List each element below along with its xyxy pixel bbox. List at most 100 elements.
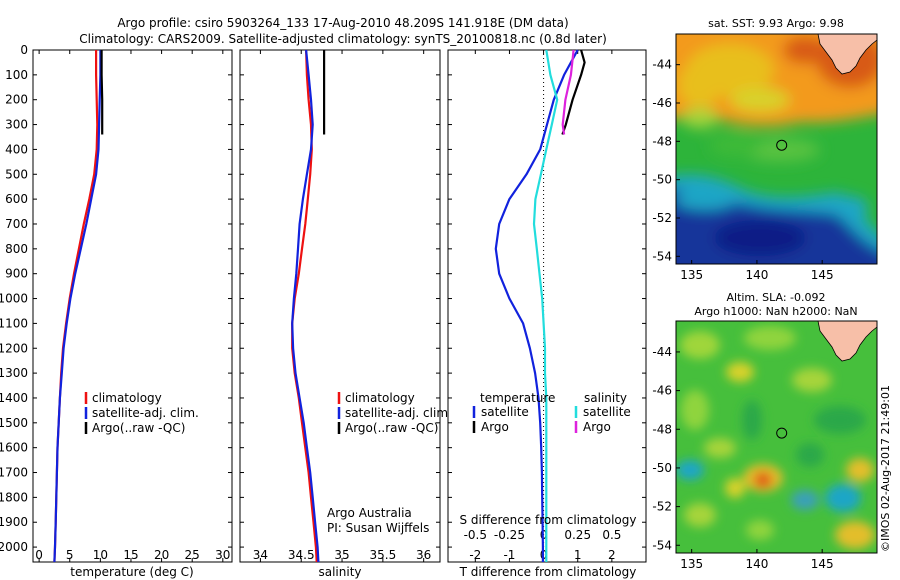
s-tick-label: -0.5	[464, 528, 487, 542]
y-tick-label: 200	[5, 93, 28, 107]
temperature-panel: 0 5 10 15 20 25 300100200300400500600700800900…	[0, 43, 233, 579]
x-tick-label: 34	[253, 548, 268, 562]
sst-map-ticks: 135 140 145 -44 -46 -48 -50 -52 -54	[652, 58, 833, 282]
sla-map-title-line2: Argo h1000: NaN h2000: NaN	[694, 305, 857, 318]
y-tick-label: 1800	[0, 490, 28, 504]
map-y-tick-label: -46	[652, 384, 672, 398]
sla-coastline	[817, 321, 877, 362]
difference-legend: temperature salinity satellite Argo sate…	[472, 391, 631, 434]
sst-map-frame	[675, 33, 878, 265]
x-tick-label: 36	[416, 548, 431, 562]
x-tick-label: 30	[215, 548, 230, 562]
salinity-xlabel: salinity	[318, 565, 361, 579]
y-tick-label: 1700	[0, 466, 28, 480]
map-y-tick-label: -54	[652, 538, 672, 552]
sla-map-panel: Altim. SLA: -0.092 Argo h1000: NaN h2000…	[652, 291, 878, 571]
y-tick-label: 800	[5, 242, 28, 256]
sla-argo-marker	[776, 427, 788, 439]
y-tick-label: 1000	[0, 292, 28, 306]
x-tick-label: 0	[35, 548, 43, 562]
legend-header-salinity: salinity	[584, 391, 627, 405]
map-x-tick-label: 135	[680, 557, 703, 571]
y-tick-label: 1100	[0, 316, 28, 330]
x-tick-label: 10	[93, 548, 108, 562]
legend-label-climatology: climatology	[345, 391, 415, 405]
y-tick-label: 400	[5, 142, 28, 156]
y-tick-label: 1300	[0, 366, 28, 380]
sst-argo-marker	[776, 139, 788, 151]
s-tick-label: 0.5	[602, 528, 621, 542]
map-x-tick-label: 140	[745, 268, 768, 282]
y-tick-label: 500	[5, 167, 28, 181]
figure-title-line1: Argo profile: csiro 5903264_133 17-Aug-2…	[117, 16, 568, 30]
series-line-satellite-adj-clim-	[291, 49, 320, 563]
map-x-tick-label: 145	[811, 557, 834, 571]
map-y-tick-label: -52	[652, 211, 672, 225]
temperature-ticks: 0 5 10 15 20 25 300100200300400500600700800900…	[0, 43, 232, 562]
map-y-tick-label: -50	[652, 173, 672, 187]
x-tick-label: 15	[123, 548, 138, 562]
salinity-annotation-line2: PI: Susan Wijffels	[327, 521, 429, 535]
series-line-argo-raw-qc-	[100, 50, 104, 135]
map-y-tick-label: -46	[652, 96, 672, 110]
s-tick-label: 0.25	[564, 528, 591, 542]
x-tick-label: 35	[334, 548, 349, 562]
salinity-annotation-line1: Argo Australia	[327, 506, 412, 520]
temperature-lines	[53, 50, 104, 563]
map-y-tick-label: -50	[652, 461, 672, 475]
x-tick-label: 25	[185, 548, 200, 562]
x-tick-label: 34.5	[288, 548, 315, 562]
legend-label-climatology: climatology	[92, 391, 162, 405]
x-tick-label: 35.5	[369, 548, 396, 562]
salinity-lines	[291, 49, 326, 563]
figure-title-line2: Climatology: CARS2009. Satellite-adjuste…	[79, 32, 607, 46]
series-line-s-satellite	[532, 49, 559, 562]
y-tick-label: 1600	[0, 441, 28, 455]
series-line-s-argo	[561, 49, 575, 135]
legend-label-argo: Argo(..raw -QC)	[92, 421, 185, 435]
map-y-tick-label: -48	[652, 134, 672, 148]
difference-xlabel-top: S difference from climatology	[460, 513, 637, 527]
difference-xlabel: T difference from climatology	[459, 565, 637, 579]
sst-map-title: sat. SST: 9.93 Argo: 9.98	[708, 17, 844, 30]
x-tick-label: 5	[66, 548, 74, 562]
salinity-axes-box	[239, 49, 441, 563]
y-tick-label: 100	[5, 68, 28, 82]
map-y-tick-label: -54	[652, 249, 672, 263]
y-tick-label: 1500	[0, 416, 28, 430]
salinity-legend: climatology satellite-adj. clim. Argo(..…	[337, 391, 452, 435]
legend-label-t-argo: Argo	[481, 420, 509, 434]
legend-label-satellite: satellite-adj. clim.	[345, 406, 452, 420]
y-tick-label: 600	[5, 192, 28, 206]
legend-label-s-satellite: satellite	[583, 405, 631, 419]
x-tick-label: 20	[154, 548, 169, 562]
salinity-panel: 34 34.5 35 35.5 36 salinity climatology sate…	[239, 49, 452, 579]
legend-label-s-argo: Argo	[583, 420, 611, 434]
y-tick-label: 1200	[0, 341, 28, 355]
series-line-t-satellite	[494, 49, 579, 562]
map-y-tick-label: -44	[652, 58, 672, 72]
temperature-legend: climatology satellite-adj. clim. Argo(..…	[84, 391, 199, 435]
map-y-tick-label: -52	[652, 500, 672, 514]
map-y-tick-label: -44	[652, 345, 672, 359]
legend-label-argo: Argo(..raw -QC)	[345, 421, 438, 435]
temperature-axes-box	[32, 49, 233, 563]
x-tick-label: 1	[574, 548, 582, 562]
map-x-tick-label: 135	[680, 268, 703, 282]
sla-map-frame	[675, 320, 878, 554]
x-tick-label: -2	[469, 548, 481, 562]
difference-lines	[494, 49, 586, 562]
y-tick-label: 0	[20, 43, 28, 57]
sst-field	[676, 34, 877, 264]
x-tick-label: 2	[608, 548, 616, 562]
sst-map-panel: sat. SST: 9.93 Argo: 9.98	[652, 17, 878, 282]
map-x-tick-label: 145	[811, 268, 834, 282]
y-tick-label: 2000	[0, 540, 28, 554]
sla-field	[676, 321, 877, 553]
sla-map-ticks: 135 140 145 -44 -46 -48 -50 -52 -54	[652, 345, 833, 571]
imos-credit: ©IMOS 02-Aug-2017 21:49:01	[879, 385, 892, 552]
map-y-tick-label: -48	[652, 422, 672, 436]
y-tick-label: 300	[5, 118, 28, 132]
series-line-satellite-adj-clim-	[53, 50, 102, 563]
